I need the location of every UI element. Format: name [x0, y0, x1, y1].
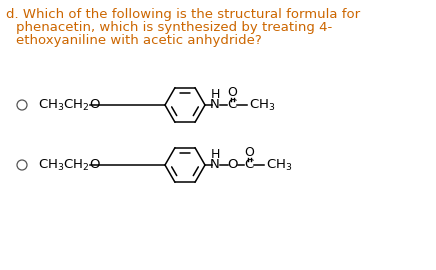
Text: phenacetin, which is synthesized by treating 4-: phenacetin, which is synthesized by trea…	[16, 21, 332, 34]
Text: CH$_3$CH$_2$O: CH$_3$CH$_2$O	[38, 97, 101, 113]
Text: H: H	[210, 147, 220, 160]
Text: C: C	[228, 99, 237, 112]
Text: CH$_3$: CH$_3$	[266, 157, 293, 173]
Text: O: O	[227, 86, 237, 100]
Text: CH$_3$: CH$_3$	[249, 97, 276, 113]
Text: O: O	[227, 158, 237, 171]
Text: ethoxyaniline with acetic anhydride?: ethoxyaniline with acetic anhydride?	[16, 34, 262, 47]
Text: d. Which of the following is the structural formula for: d. Which of the following is the structu…	[6, 8, 360, 21]
Text: N: N	[210, 158, 220, 171]
Text: H: H	[210, 87, 220, 100]
Text: CH$_3$CH$_2$O: CH$_3$CH$_2$O	[38, 157, 101, 173]
Text: C: C	[244, 158, 254, 171]
Text: O: O	[244, 147, 254, 160]
Text: N: N	[210, 99, 220, 112]
